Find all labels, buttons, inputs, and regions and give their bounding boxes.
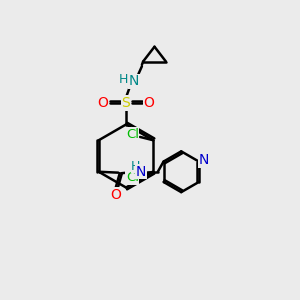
Text: Cl: Cl: [126, 128, 139, 141]
Text: S: S: [122, 96, 130, 110]
Text: N: N: [136, 165, 146, 179]
Text: H: H: [131, 160, 141, 173]
Text: N: N: [129, 74, 139, 88]
Text: O: O: [110, 188, 121, 202]
Text: H: H: [118, 73, 128, 86]
Text: O: O: [98, 96, 108, 110]
Text: Cl: Cl: [126, 171, 139, 184]
Text: N: N: [198, 153, 208, 167]
Text: O: O: [144, 96, 154, 110]
